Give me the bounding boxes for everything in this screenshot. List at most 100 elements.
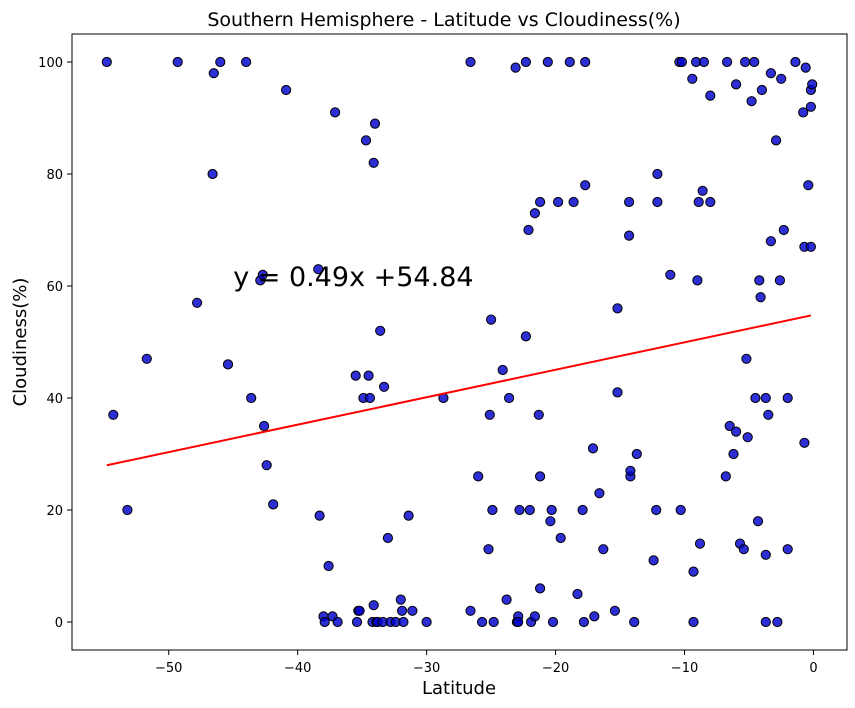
data-point — [750, 392, 761, 404]
data-point — [319, 616, 330, 628]
data-point — [693, 196, 704, 208]
data-point — [778, 224, 789, 236]
data-point — [803, 180, 814, 191]
data-point — [760, 549, 771, 560]
data-point — [651, 504, 662, 516]
data-point — [752, 516, 764, 527]
data-point — [724, 420, 735, 432]
data-point — [529, 208, 541, 219]
data-point — [564, 56, 575, 68]
data-point — [546, 504, 557, 516]
y-tick-label: 20 — [46, 504, 63, 519]
data-point — [676, 56, 688, 68]
data-point — [215, 56, 226, 68]
data-point — [624, 196, 635, 208]
data-point — [728, 448, 739, 460]
data-point — [553, 196, 564, 208]
data-point — [594, 488, 605, 499]
regression-equation: y = 0.49x +54.84 — [233, 262, 473, 293]
x-axis-label: Latitude — [422, 678, 496, 699]
data-point — [520, 331, 532, 342]
data-point — [760, 616, 771, 628]
data-point — [207, 168, 218, 180]
data-point — [688, 566, 699, 577]
data-points — [101, 56, 818, 628]
data-point — [698, 56, 710, 68]
data-point — [705, 196, 716, 208]
data-point — [652, 168, 663, 180]
data-point — [368, 157, 379, 168]
data-point — [465, 56, 476, 68]
data-point — [568, 196, 579, 208]
regression-line — [106, 314, 812, 467]
x-tick-label: −40 — [284, 661, 311, 676]
data-point — [208, 68, 219, 79]
data-point — [578, 616, 590, 628]
data-point — [625, 465, 636, 476]
data-point — [122, 504, 133, 516]
data-point — [535, 196, 546, 208]
y-tick-label: 60 — [46, 280, 63, 295]
data-point — [520, 56, 532, 68]
data-point — [782, 392, 793, 404]
data-point — [652, 196, 663, 208]
data-point — [350, 370, 361, 381]
data-point — [799, 437, 810, 448]
x-tick-label: −30 — [413, 661, 440, 676]
data-point — [363, 370, 374, 381]
data-point — [790, 56, 801, 68]
data-point — [542, 56, 553, 68]
data-point — [731, 426, 742, 437]
data-point — [749, 56, 760, 68]
data-point — [746, 96, 757, 107]
data-point — [771, 135, 782, 146]
data-point — [629, 616, 640, 628]
data-point — [688, 616, 699, 628]
data-point — [261, 460, 272, 471]
data-point — [172, 56, 183, 68]
data-point — [323, 560, 334, 572]
data-point — [800, 62, 811, 73]
data-point — [555, 532, 566, 544]
data-point — [360, 135, 372, 146]
data-point — [807, 79, 818, 90]
data-point — [513, 616, 524, 628]
data-point — [545, 516, 556, 527]
data-point — [754, 275, 765, 286]
data-point — [101, 56, 112, 68]
data-point — [697, 185, 708, 196]
data-point — [483, 544, 494, 555]
data-point — [580, 180, 591, 191]
data-point — [407, 605, 418, 616]
data-point — [760, 392, 771, 404]
data-point — [501, 594, 512, 605]
data-point — [774, 275, 786, 286]
data-point — [598, 544, 609, 555]
data-point — [313, 264, 324, 275]
x-axis-ticks: −50 −40 −30 −20 −10 0 — [155, 650, 818, 676]
data-point — [398, 616, 409, 628]
data-point — [772, 616, 783, 628]
data-point — [141, 353, 152, 364]
data-point — [484, 409, 495, 420]
y-tick-label: 80 — [46, 168, 63, 183]
data-point — [765, 236, 777, 247]
data-point — [805, 241, 817, 252]
data-point — [241, 56, 252, 68]
data-point — [379, 381, 390, 392]
data-point — [648, 555, 659, 566]
data-point — [805, 101, 817, 112]
data-point — [488, 616, 499, 628]
data-point — [369, 118, 381, 129]
y-axis-label: Cloudiness(%) — [10, 278, 31, 407]
data-point — [403, 510, 414, 521]
data-point — [612, 303, 623, 314]
data-point — [740, 56, 751, 68]
data-point — [314, 510, 325, 521]
data-point — [755, 292, 766, 303]
data-point — [533, 409, 544, 420]
x-tick-label: −50 — [155, 661, 182, 676]
data-point — [395, 594, 406, 605]
data-point — [609, 605, 621, 616]
